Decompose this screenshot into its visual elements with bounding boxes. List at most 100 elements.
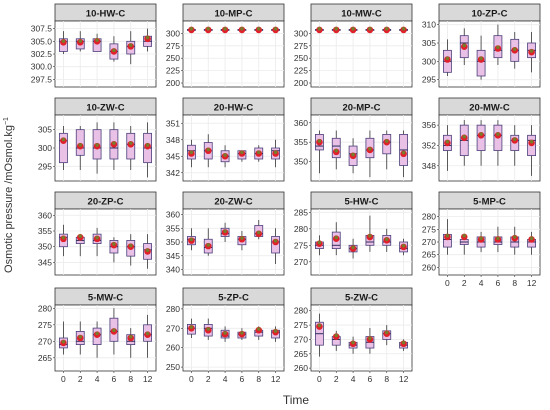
box-0 xyxy=(443,219,452,255)
y-tick-label: 265 xyxy=(422,250,436,260)
y-tick-label: 355 xyxy=(294,137,308,147)
y-tick-label: 280 xyxy=(38,303,52,313)
box-4 xyxy=(476,120,486,166)
y-tick-label: 260 xyxy=(294,363,308,373)
mean-point-inner xyxy=(189,150,194,155)
mean-point-inner xyxy=(128,141,133,145)
mean-point-inner xyxy=(317,139,322,143)
box-8 xyxy=(382,325,392,346)
mean-point-inner xyxy=(445,56,450,61)
mean-point-inner xyxy=(95,331,99,336)
y-tick-label: 360 xyxy=(166,210,180,220)
y-tick-label: 345 xyxy=(166,151,180,161)
y-tick-label: 270 xyxy=(294,257,308,267)
panel-20-mw-c: 20-MW-C 348 352 356 xyxy=(422,97,541,182)
x-tick-label: 4 xyxy=(95,374,100,384)
y-tick-label: 305 xyxy=(38,125,52,135)
y-tick-label: 355 xyxy=(166,223,180,233)
y-tick-label: 340 xyxy=(166,265,180,275)
y-tick-label: 285 xyxy=(294,207,308,217)
box-iqr xyxy=(75,129,85,156)
box-8 xyxy=(510,125,520,166)
mean-point-inner xyxy=(384,330,389,335)
mean-point-inner xyxy=(317,323,322,328)
panel-5-zw-c: 5-ZW-C 260 265 270 275 280 0 2 4 6 8 12 xyxy=(294,287,413,384)
y-tick-label: 280 xyxy=(294,306,308,316)
mean-point-inner xyxy=(368,234,372,238)
box-0 xyxy=(187,228,196,251)
mean-point-inner xyxy=(223,26,227,31)
box-4 xyxy=(348,26,358,34)
box-0 xyxy=(187,26,196,34)
y-tick-label: 265 xyxy=(38,353,52,363)
y-tick-label: 280 xyxy=(422,212,436,222)
y-tick-label: 360 xyxy=(294,118,308,128)
x-tick-label: 6 xyxy=(368,374,373,384)
x-tick-label: 6 xyxy=(112,374,117,384)
mean-point-inner xyxy=(479,56,483,61)
box-0 xyxy=(59,126,68,170)
box-12 xyxy=(143,234,152,269)
box-8 xyxy=(254,326,264,340)
panel-title: 5-ZW-C xyxy=(345,293,378,304)
x-tick-label: 4 xyxy=(351,374,356,384)
x-axis-label: Time xyxy=(283,393,310,407)
mean-point-inner xyxy=(240,150,244,155)
box-6 xyxy=(493,24,503,65)
box-12 xyxy=(143,314,152,358)
panel-title: 5-ZP-C xyxy=(218,293,249,304)
y-tick-label: 307.5 xyxy=(31,24,53,34)
box-4 xyxy=(220,222,230,242)
mean-point-inner xyxy=(512,235,517,239)
panel-10-hw-c: 10-HW-C 297.5 300.0 302.5 305.0 307.5 xyxy=(31,3,157,88)
mean-point-inner xyxy=(334,235,339,240)
box-12 xyxy=(271,326,280,342)
mean-point-inner xyxy=(273,26,278,31)
box-iqr xyxy=(331,137,341,159)
panel-20-hw-c: 20-HW-C 342 345 348 351 xyxy=(166,97,285,182)
mean-point-inner xyxy=(112,242,116,246)
box-4 xyxy=(348,336,358,354)
box-6 xyxy=(237,26,247,34)
y-tick-label: 310 xyxy=(422,20,436,30)
box-2 xyxy=(459,28,469,65)
box-12 xyxy=(271,26,280,34)
y-tick-label: 280 xyxy=(294,224,308,234)
mean-point-inner xyxy=(462,43,467,48)
panel-plot-area xyxy=(438,114,541,182)
box-8 xyxy=(126,126,136,170)
y-tick-label: 348 xyxy=(422,161,436,171)
y-tick-label: 295 xyxy=(38,161,52,171)
box-4 xyxy=(92,227,102,257)
panel-10-zw-c: 10-ZW-C 295 300 305 xyxy=(38,97,157,182)
y-tick-label: 275 xyxy=(294,41,308,51)
y-tick-label: 270 xyxy=(294,334,308,344)
y-tick-label: 280 xyxy=(166,304,180,314)
mean-point-inner xyxy=(206,26,211,31)
x-tick-label: 2 xyxy=(206,374,211,384)
mean-point-inner xyxy=(78,335,83,339)
panel-plot-area xyxy=(182,304,285,372)
box-12 xyxy=(527,231,536,255)
mean-point-inner xyxy=(240,26,244,31)
box-4 xyxy=(92,122,102,174)
panel-plot-area xyxy=(182,114,285,182)
x-tick-label: 8 xyxy=(384,374,389,384)
box-2 xyxy=(331,222,341,256)
y-tick-label: 275 xyxy=(294,320,308,330)
y-tick-label: 225 xyxy=(294,66,308,76)
mean-point-inner xyxy=(145,35,150,40)
mean-point-inner xyxy=(334,333,339,338)
box-12 xyxy=(399,130,408,178)
box-4 xyxy=(92,33,102,52)
mean-point-inner xyxy=(384,237,389,241)
box-iqr xyxy=(59,132,68,164)
y-tick-label: 225 xyxy=(166,66,180,76)
box-4 xyxy=(220,145,230,168)
mean-point-inner xyxy=(496,132,500,136)
y-tick-label: 300 xyxy=(38,143,52,153)
mean-point-inner xyxy=(128,243,133,248)
mean-point-inner xyxy=(351,26,355,31)
box-0 xyxy=(59,31,68,54)
y-tick-label: 302.5 xyxy=(31,49,53,59)
